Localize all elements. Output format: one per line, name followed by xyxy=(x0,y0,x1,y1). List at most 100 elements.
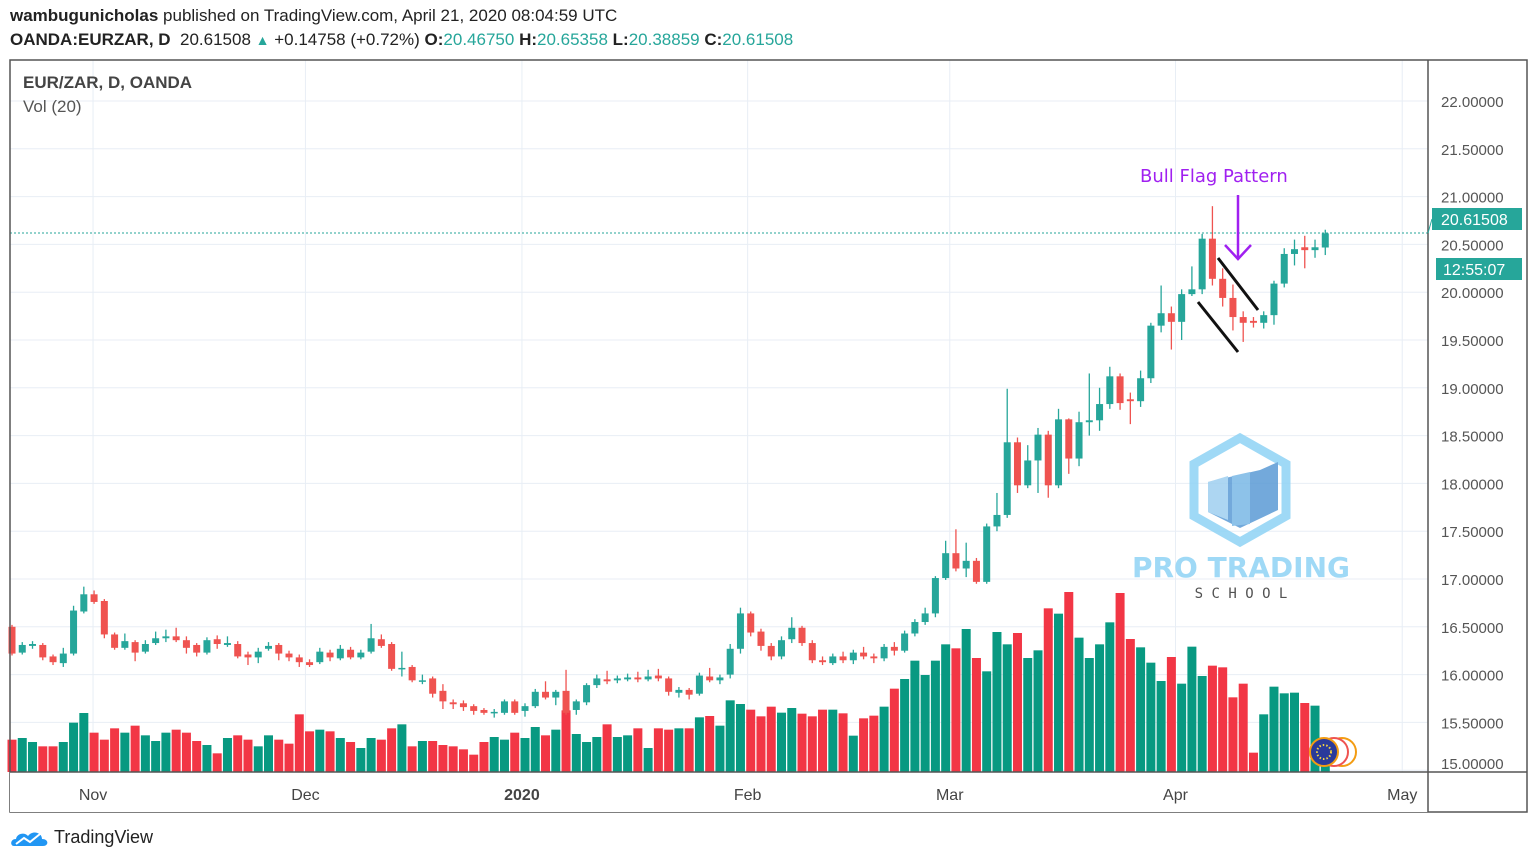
candle-body xyxy=(870,656,878,659)
time-axis[interactable] xyxy=(10,772,1428,812)
candle-body xyxy=(162,636,170,639)
candle-body xyxy=(788,627,796,640)
candle-body xyxy=(1311,247,1319,251)
candle-body xyxy=(480,709,488,713)
volume-bar xyxy=(366,738,376,772)
candle-body xyxy=(521,706,529,711)
published-text: published on TradingView.com, April 21, … xyxy=(163,6,618,25)
candle xyxy=(675,687,683,698)
legend-volume[interactable]: Vol (20) xyxy=(23,97,82,116)
eu-flag-icon[interactable] xyxy=(1309,737,1357,767)
candle xyxy=(1096,387,1104,431)
candle-body xyxy=(644,676,652,680)
candle xyxy=(1178,289,1186,340)
candle-body xyxy=(654,675,662,679)
candle xyxy=(1208,206,1216,286)
candle xyxy=(357,649,365,660)
candle xyxy=(880,644,888,662)
price-axis[interactable]: 22.00000 21.50000 21.00000 20.50000 20.00000… xyxy=(1441,94,1504,773)
volume-bar xyxy=(1177,683,1187,772)
candle xyxy=(295,654,303,667)
candle xyxy=(285,650,293,662)
candle xyxy=(890,642,898,656)
candle-body xyxy=(1147,325,1155,379)
candle xyxy=(152,631,160,645)
price-tick-label: 17.00000 xyxy=(1441,572,1504,589)
volume-bar xyxy=(264,735,273,772)
last-price: 20.61508 xyxy=(180,30,251,49)
bull-flag-label[interactable]: Bull Flag Pattern xyxy=(1140,166,1288,187)
candle-body xyxy=(880,646,888,659)
legend-title[interactable]: EUR/ZAR, D, OANDA xyxy=(23,73,193,92)
candle xyxy=(706,667,714,683)
candle xyxy=(1034,427,1042,493)
volume-bar xyxy=(664,729,674,772)
candle xyxy=(244,651,252,666)
tradingview-logo[interactable]: TradingView xyxy=(10,826,153,848)
candle-body xyxy=(306,662,314,666)
candle xyxy=(778,636,785,660)
candle xyxy=(1260,311,1268,329)
candle-body xyxy=(398,667,406,670)
candle xyxy=(1270,280,1278,325)
cloud-icon xyxy=(11,832,48,846)
time-tick-label: Dec xyxy=(291,787,319,804)
candle-body xyxy=(1219,278,1227,298)
candle-body xyxy=(285,653,293,658)
volume-bar xyxy=(1187,646,1197,772)
candle-body xyxy=(572,701,580,710)
candle xyxy=(634,671,642,683)
candle-body xyxy=(500,701,508,713)
price-tick-label: 15.00000 xyxy=(1441,756,1504,773)
volume-bar xyxy=(284,743,294,772)
volume-bar xyxy=(274,739,284,772)
candle xyxy=(223,636,231,647)
candle-body xyxy=(613,678,621,681)
volume-bar xyxy=(151,741,161,772)
volume-bar xyxy=(79,713,89,772)
volume-bar xyxy=(725,700,735,772)
candle xyxy=(254,647,262,664)
bar-countdown: 12:55:07 xyxy=(1443,262,1505,279)
candle xyxy=(213,635,221,649)
open-label: O: xyxy=(424,30,444,49)
flag-lower-trendline[interactable] xyxy=(1196,301,1240,353)
flag-upper-trendline[interactable] xyxy=(1216,257,1260,311)
down-arrow-icon[interactable] xyxy=(1224,195,1252,261)
volume-bar xyxy=(1290,692,1299,772)
candle xyxy=(398,651,406,677)
candle xyxy=(162,629,170,643)
volume-bar xyxy=(1197,676,1207,772)
author-name[interactable]: wambugunicholas xyxy=(10,6,159,25)
candle-body xyxy=(39,644,47,658)
volume-bar xyxy=(171,729,181,772)
volume-bar xyxy=(38,746,48,772)
price-tick-label: 18.50000 xyxy=(1441,429,1504,446)
candle-body xyxy=(152,638,160,644)
candle-body xyxy=(747,613,755,633)
candle-body xyxy=(1106,376,1114,405)
candle-body xyxy=(449,702,457,705)
volume-bar xyxy=(777,712,786,772)
volume-bar xyxy=(387,728,397,772)
candle xyxy=(131,640,139,662)
candle-body xyxy=(182,640,190,648)
candle xyxy=(1219,268,1227,307)
candle xyxy=(962,542,970,578)
candle xyxy=(1106,366,1114,409)
volume-bar xyxy=(582,742,592,772)
candle xyxy=(757,628,765,651)
candle xyxy=(972,557,980,584)
volume-bar xyxy=(1269,686,1279,772)
volume-bar xyxy=(181,732,191,772)
volume-bar xyxy=(828,709,838,772)
volume-bar xyxy=(448,746,458,772)
candle-body xyxy=(778,640,785,657)
candle xyxy=(388,642,396,671)
candle-body xyxy=(8,626,16,654)
candle-body xyxy=(552,691,560,698)
high-label: H: xyxy=(519,30,538,49)
time-tick-label: 2020 xyxy=(504,787,540,804)
candle-body xyxy=(1229,297,1237,318)
